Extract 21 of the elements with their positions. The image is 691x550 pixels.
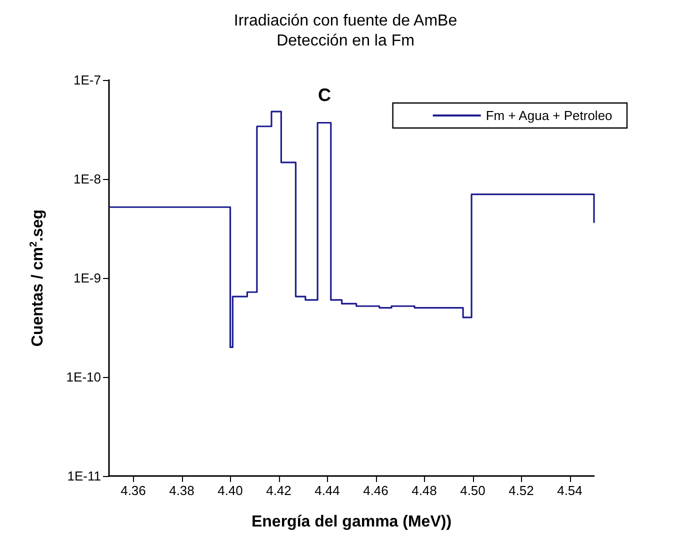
y-tick-label: 1E-11: [67, 468, 101, 484]
x-tick-label: 4.36: [120, 483, 146, 498]
legend-label: Fm + Agua + Petroleo: [486, 108, 612, 123]
x-tick-label: 4.44: [314, 483, 340, 498]
chart-subtitle: Detección en la Fm: [276, 32, 414, 50]
y-tick-label: 1E-7: [74, 72, 101, 88]
x-tick-label: 4.46: [363, 483, 388, 498]
x-tick-label: 4.38: [169, 483, 194, 498]
x-tick-label: 4.54: [557, 483, 582, 498]
annotation: C: [318, 85, 331, 105]
x-axis-title: Energía del gamma (MeV)): [251, 514, 452, 530]
x-tick-label: 4.52: [508, 483, 534, 498]
y-tick-label: 1E-10: [66, 370, 101, 384]
chart-title: Irradiación con fuente de AmBe: [234, 12, 458, 30]
x-tick-label: 4.48: [412, 483, 437, 498]
y-tick-label: 1E-9: [74, 270, 101, 286]
x-tick-label: 4.42: [266, 483, 292, 498]
y-axis-title: Cuentas / cm2.seg: [28, 209, 46, 347]
x-tick-label: 4.50: [460, 483, 486, 498]
y-tick-label: 1E-8: [74, 172, 101, 186]
x-tick-label: 4.40: [218, 483, 243, 498]
